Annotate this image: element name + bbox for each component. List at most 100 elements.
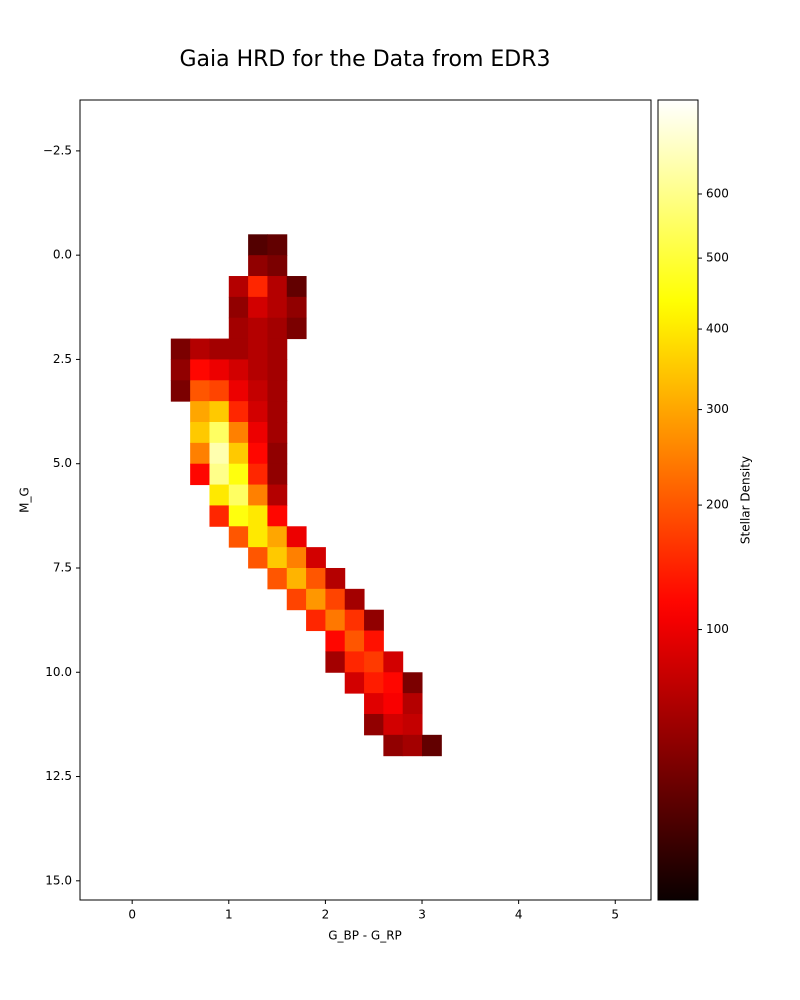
x-tick-label: 0 <box>128 908 136 922</box>
density-cell <box>286 296 307 319</box>
y-tick-label: −2.5 <box>43 143 72 157</box>
density-cell <box>325 609 346 632</box>
y-tick-label: 15.0 <box>45 873 72 887</box>
density-cell <box>228 442 249 465</box>
density-cell <box>209 484 230 506</box>
density-cell <box>248 255 268 277</box>
density-cell <box>228 338 249 360</box>
x-axis-label: G_BP - G_RP <box>328 929 402 943</box>
density-cell <box>286 567 307 590</box>
y-tick-label: 7.5 <box>53 560 72 574</box>
density-cell <box>267 526 288 548</box>
colorbar-tick-label: 300 <box>706 402 729 416</box>
colorbar-tick-label: 500 <box>706 251 729 265</box>
density-cell <box>306 547 326 569</box>
density-cell <box>364 693 384 715</box>
density-cell <box>402 734 423 757</box>
density-cell <box>267 234 288 256</box>
density-cell <box>209 359 230 381</box>
density-cell <box>325 567 346 590</box>
density-cell <box>383 693 404 715</box>
colorbar <box>657 99 699 901</box>
density-cell <box>228 422 249 444</box>
density-cell <box>306 567 326 590</box>
density-cell <box>228 276 249 298</box>
density-cell <box>267 422 288 444</box>
density-cell <box>344 672 365 694</box>
density-cell <box>170 338 191 360</box>
density-cell <box>267 296 288 319</box>
density-cell <box>248 526 268 548</box>
density-cell <box>209 463 230 486</box>
density-cell <box>267 401 288 423</box>
x-tick-label: 1 <box>225 908 233 922</box>
density-cell <box>209 442 230 465</box>
density-cell <box>228 505 249 527</box>
y-tick-label: 10.0 <box>45 665 72 679</box>
density-cell <box>402 672 423 694</box>
density-cell <box>170 380 191 402</box>
x-tick-label: 2 <box>322 908 330 922</box>
density-cell <box>344 588 365 611</box>
density-cell <box>286 317 307 340</box>
density-cell <box>209 401 230 423</box>
density-cell <box>209 505 230 527</box>
density-cell <box>286 276 307 298</box>
density-cell <box>383 734 404 757</box>
density-cell <box>228 463 249 486</box>
density-cell <box>267 567 288 590</box>
density-cell <box>267 276 288 298</box>
x-tick-label: 3 <box>418 908 426 922</box>
density-cell <box>248 234 268 256</box>
density-cell <box>267 338 288 360</box>
density-cell <box>228 401 249 423</box>
y-tick-label: 2.5 <box>53 352 72 366</box>
density-cell <box>190 401 210 423</box>
density-cell <box>267 380 288 402</box>
colorbar-tick-label: 600 <box>706 186 729 200</box>
density-cell <box>325 651 346 673</box>
density-cell <box>248 296 268 319</box>
colorbar-tick-label: 100 <box>706 622 729 636</box>
density-cell <box>267 255 288 277</box>
density-cell <box>267 547 288 569</box>
density-cell <box>402 693 423 715</box>
density-cell <box>344 630 365 652</box>
density-cell <box>248 276 268 298</box>
density-cell <box>248 422 268 444</box>
density-cell <box>364 630 384 652</box>
density-cell <box>248 338 268 360</box>
density-cell <box>344 609 365 632</box>
density-cell <box>267 463 288 486</box>
density-cell <box>286 588 307 611</box>
density-cell <box>364 651 384 673</box>
density-cell <box>267 317 288 340</box>
density-cell <box>248 380 268 402</box>
density-cell <box>383 672 404 694</box>
density-cell <box>364 713 384 736</box>
density-cell <box>267 359 288 381</box>
density-cell <box>402 713 423 736</box>
density-cell <box>170 359 191 381</box>
density-cell <box>248 505 268 527</box>
colorbar-tick-label: 200 <box>706 498 729 512</box>
density-cell <box>248 442 268 465</box>
chart-title: Gaia HRD for the Data from EDR3 <box>179 47 550 72</box>
density-cell <box>228 296 249 319</box>
density-cell <box>209 380 230 402</box>
density-cell <box>267 484 288 506</box>
y-tick-label: 5.0 <box>53 456 72 470</box>
x-tick-label: 5 <box>611 908 619 922</box>
x-tick-label: 4 <box>515 908 523 922</box>
density-cell <box>209 422 230 444</box>
density-cell <box>228 526 249 548</box>
density-cell <box>248 547 268 569</box>
density-cell <box>286 526 307 548</box>
density-cell <box>383 651 404 673</box>
density-cell <box>228 380 249 402</box>
density-cell <box>248 484 268 506</box>
density-cell <box>267 442 288 465</box>
plot-frame <box>79 99 652 901</box>
density-cell <box>248 359 268 381</box>
